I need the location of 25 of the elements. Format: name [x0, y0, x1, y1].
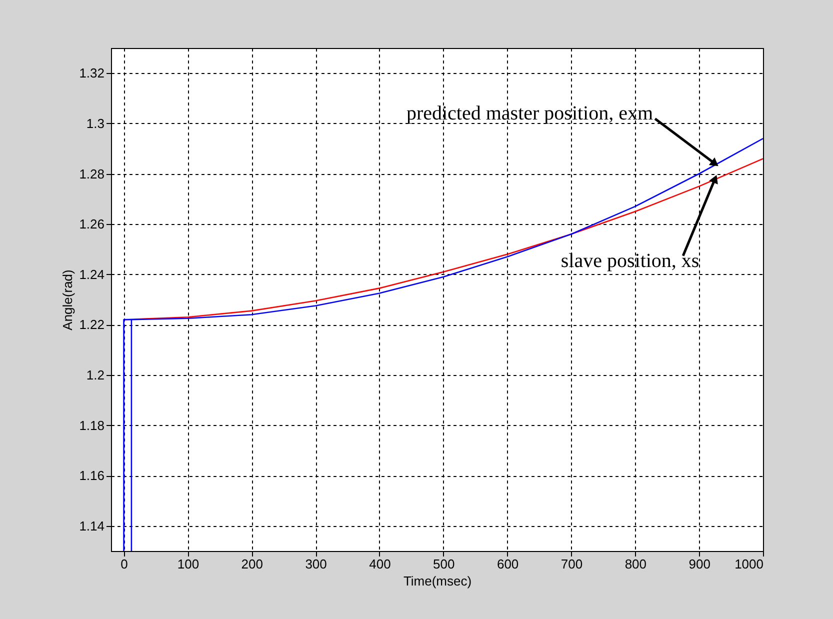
x-tick-label: 0: [120, 556, 128, 572]
y-tick-label: 1.14: [79, 518, 104, 534]
y-tick-label: 1.24: [79, 266, 104, 282]
x-tick-label: 700: [560, 556, 583, 572]
x-tick-label: 800: [624, 556, 647, 572]
annotation: predicted master position, exm: [406, 102, 654, 125]
line-series: [123, 138, 763, 551]
x-tick-label: 500: [433, 556, 455, 572]
y-tick-label: 1.28: [79, 166, 104, 182]
y-tick-label: 1.2: [86, 367, 104, 382]
x-tick-label: 900: [688, 556, 710, 572]
y-tick-label: 1.18: [79, 418, 104, 433]
y-tick-label: 1.3: [86, 116, 104, 131]
y-tick-label: 1.26: [79, 216, 104, 232]
y-tick-label: 1.32: [79, 66, 104, 81]
y-tick-label: 1.16: [79, 468, 104, 484]
x-axis-title: Time(msec): [403, 574, 472, 588]
x-tick-label: 400: [369, 556, 391, 572]
y-tick-label: 1.22: [79, 317, 104, 332]
x-tick-label: 100: [177, 556, 200, 572]
x-tick-label: 300: [305, 556, 327, 572]
x-tick-label: 600: [496, 556, 519, 572]
x-tick-label: 1000: [734, 556, 764, 572]
y-axis-title: Angle(rad): [60, 270, 76, 330]
x-tick-label: 200: [241, 556, 263, 572]
